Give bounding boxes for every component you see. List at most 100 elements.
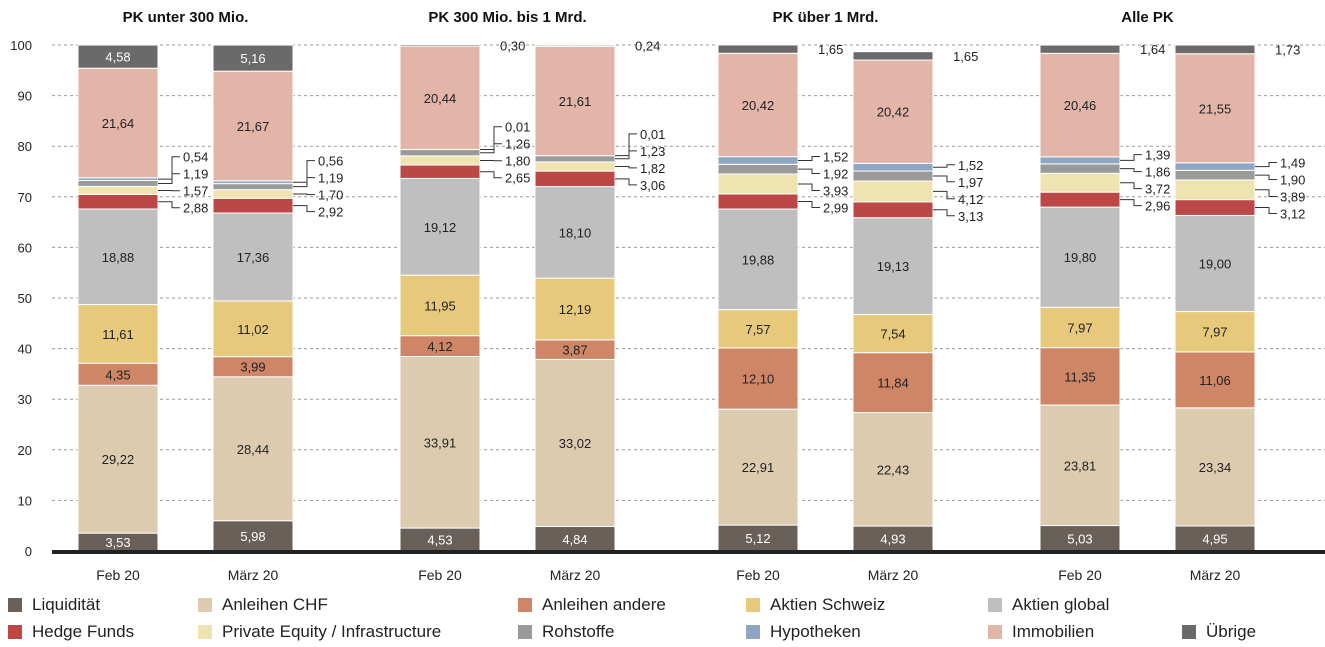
bar-segment xyxy=(399,177,481,276)
leader-line xyxy=(1120,182,1142,190)
stacked-bar-chart: 0 10 20 30 40 50 60 70 80 90 100 PK unter 300 Mio. 3… xyxy=(10,9,1325,583)
data-label: 19,80 xyxy=(1064,250,1097,265)
legend-label: Übrige xyxy=(1206,622,1257,641)
legend-item: Anleihen CHF xyxy=(198,595,328,615)
leader-line xyxy=(615,150,637,160)
data-label: 18,88 xyxy=(102,250,135,265)
y-tick-label: 40 xyxy=(18,342,32,357)
legend-item: Hypotheken xyxy=(746,622,861,642)
bar-segment xyxy=(212,189,294,199)
bar-segment xyxy=(1174,162,1256,171)
legend-item: Immobilien xyxy=(988,622,1094,642)
bar-segment xyxy=(1039,525,1121,552)
data-label: 7,54 xyxy=(880,327,905,342)
legend-label: Hedge Funds xyxy=(32,622,135,641)
legend-swatch xyxy=(988,598,1002,612)
data-label: 4,58 xyxy=(105,50,130,65)
data-label: 11,35 xyxy=(1064,369,1096,384)
leader-line xyxy=(615,178,637,186)
y-tick-label: 90 xyxy=(18,89,32,104)
bar-segment xyxy=(852,217,934,315)
bar-segment xyxy=(852,412,934,527)
legend-item: Anleihen andere xyxy=(518,595,666,615)
bar-segment xyxy=(1039,206,1121,308)
bar-segment xyxy=(1039,52,1121,158)
bar-segment xyxy=(77,208,159,306)
y-tick-label: 50 xyxy=(18,291,32,306)
bar-segment xyxy=(1174,44,1256,55)
y-tick-label: 10 xyxy=(18,493,32,508)
bar-segment xyxy=(534,358,616,528)
data-label: 1,90 xyxy=(1280,173,1305,188)
data-label: 1,80 xyxy=(505,154,530,169)
data-label: 33,02 xyxy=(559,436,592,451)
bar-segment xyxy=(1174,214,1256,313)
leader-line xyxy=(480,143,502,154)
legend-swatch xyxy=(8,598,22,612)
bar-segment xyxy=(717,163,799,175)
bar-segment xyxy=(534,186,616,279)
data-label: 21,61 xyxy=(559,94,592,109)
data-label: 19,13 xyxy=(877,259,910,274)
bar-segment xyxy=(1039,156,1121,165)
data-label: 21,64 xyxy=(102,116,135,131)
bar-segment xyxy=(1039,172,1121,193)
data-label: 29,22 xyxy=(102,452,135,467)
leader-line xyxy=(798,200,820,208)
legend-item: Aktien Schweiz xyxy=(746,595,885,615)
leader-line xyxy=(933,175,955,183)
legend-swatch xyxy=(518,598,532,612)
legend-label: Immobilien xyxy=(1012,622,1095,641)
bar-segment xyxy=(534,45,616,157)
legend-label: Private Equity / Infrastructure xyxy=(222,622,442,641)
y-tick-label: 0 xyxy=(25,544,32,559)
leader-line xyxy=(480,126,502,151)
bar-segment xyxy=(717,173,799,195)
x-tick-label: März 20 xyxy=(1190,567,1241,583)
data-label: 18,10 xyxy=(559,225,592,240)
leader-line xyxy=(1120,154,1142,161)
data-label: 7,57 xyxy=(745,322,770,337)
data-label: 1,26 xyxy=(505,137,530,152)
data-label: 12,19 xyxy=(559,302,592,317)
leader-line xyxy=(293,193,315,196)
bar-segment xyxy=(852,352,934,414)
data-label: 20,42 xyxy=(877,105,910,120)
legend-item: Übrige xyxy=(1182,622,1256,642)
x-tick-label: Feb 20 xyxy=(96,567,140,583)
data-label: 4,84 xyxy=(562,532,587,547)
bar-segment xyxy=(1039,404,1121,527)
data-label: 11,95 xyxy=(424,298,456,313)
legend-label: Anleihen CHF xyxy=(222,595,328,614)
bar-segment xyxy=(852,170,934,182)
chart-legend: Liquidität Anleihen CHF Anleihen andere Akt… xyxy=(0,590,1325,647)
leader-line xyxy=(293,160,315,183)
data-label: 23,34 xyxy=(1199,460,1232,475)
bar-segment xyxy=(399,45,481,150)
data-label: 2,99 xyxy=(823,200,848,215)
bar-segment xyxy=(77,304,159,364)
data-label: 3,99 xyxy=(240,360,265,375)
data-label: 1,70 xyxy=(318,188,343,203)
bar-segment xyxy=(77,44,159,69)
leader-line xyxy=(158,156,180,180)
data-label: 0,24 xyxy=(635,39,660,54)
legend-item: Private Equity / Infrastructure xyxy=(198,622,441,642)
leader-line xyxy=(933,164,955,168)
bar-segment xyxy=(399,274,481,337)
x-tick-label: März 20 xyxy=(868,567,919,583)
bar-segment xyxy=(1039,347,1121,406)
data-label: 19,12 xyxy=(424,220,457,235)
data-label: 1,92 xyxy=(823,166,848,181)
bar-segment xyxy=(717,193,799,210)
legend-swatch xyxy=(988,625,1002,639)
legend-swatch xyxy=(198,598,212,612)
bar-segment xyxy=(399,44,481,47)
bar-segment xyxy=(212,197,294,214)
data-label: 20,46 xyxy=(1064,98,1097,113)
legend-item: Aktien global xyxy=(988,595,1109,615)
bar-segment xyxy=(534,170,616,188)
bar-segment xyxy=(77,185,159,195)
bar-segment xyxy=(534,44,616,47)
data-label: 5,98 xyxy=(240,529,265,544)
